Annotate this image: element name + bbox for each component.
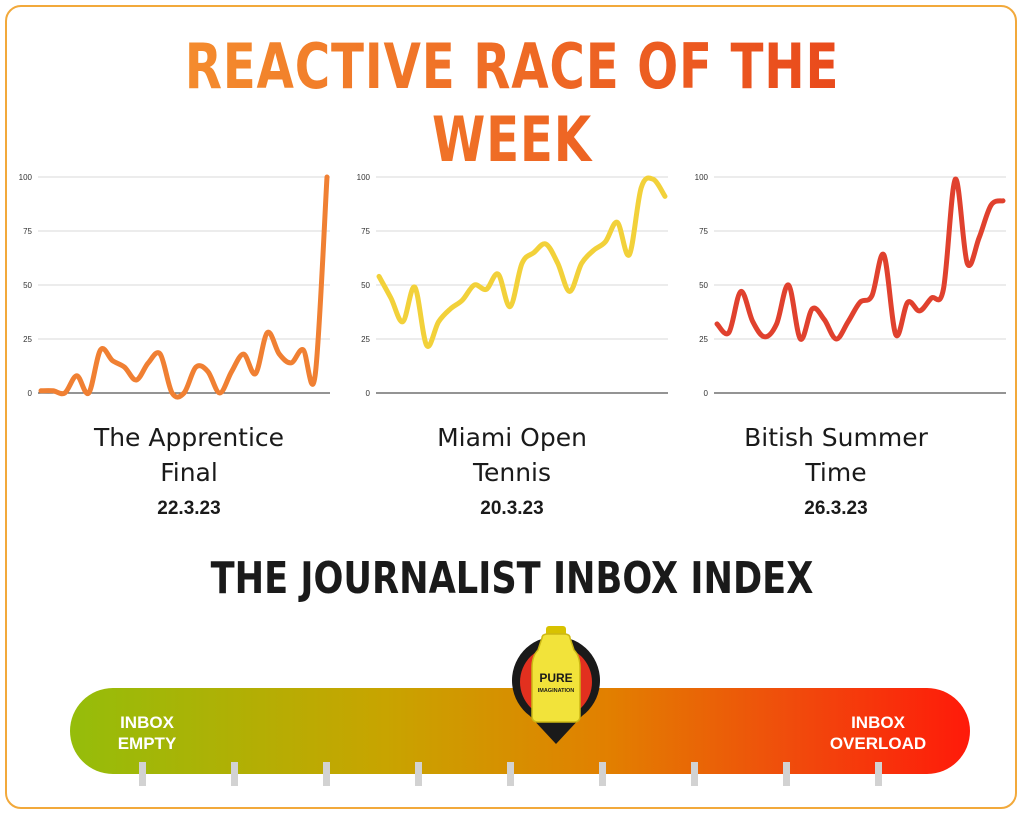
gauge-tick: [507, 762, 514, 786]
inbox-empty-label-line: EMPTY: [117, 734, 177, 753]
y-tick-label: 0: [366, 389, 371, 398]
chart-caption: Bitish Summer Time 26.3.23: [676, 420, 996, 520]
line-chart: 0 25 50 75 100: [19, 173, 330, 400]
y-tick-label: 0: [704, 389, 709, 398]
line-chart: 0 25 50 75 100: [695, 173, 1006, 398]
series-line: [38, 174, 330, 400]
gauge-tick: [323, 762, 330, 786]
index-title: THE JOURNALIST INBOX INDEX: [210, 553, 814, 604]
inbox-empty-label-line: INBOX: [120, 713, 174, 732]
juice-bottle-icon: [531, 633, 581, 723]
gauge-marker-pin: PURE IMAGINATION: [512, 626, 600, 744]
chart-name-line: The Apprentice: [93, 423, 285, 452]
chart-name-line: Time: [805, 458, 867, 487]
inbox-overload-label: INBOX OVERLOAD: [818, 712, 938, 754]
gauge-tick: [783, 762, 790, 786]
chart-caption: Miami Open Tennis 20.3.23: [352, 420, 672, 520]
y-tick-label: 75: [361, 227, 370, 236]
chart-name-line: Tennis: [472, 458, 552, 487]
y-tick-label: 100: [695, 173, 709, 182]
y-tick-label: 100: [19, 173, 33, 182]
gauge-tick: [691, 762, 698, 786]
chart-british-summer-time: 0 25 50 75 100: [676, 160, 1006, 410]
series-line: [714, 176, 1006, 342]
bottle-brand: PURE: [539, 671, 572, 685]
gauge-tick: [599, 762, 606, 786]
y-tick-label: 50: [699, 281, 708, 290]
inbox-overload-label-line: INBOX: [851, 713, 905, 732]
gauge-tick: [139, 762, 146, 786]
card-frame: [5, 5, 1017, 809]
y-tick-label: 50: [23, 281, 32, 290]
y-tick-label: 100: [357, 173, 371, 182]
gauge-tick: [231, 762, 238, 786]
chart-name-line: Miami Open: [437, 423, 587, 452]
y-tick-label: 75: [699, 227, 708, 236]
page-title: REACTIVE RACE OF THE WEEK: [113, 30, 912, 176]
chart-caption: The Apprentice Final 22.3.23: [29, 420, 349, 520]
y-tick-label: 25: [699, 335, 708, 344]
y-tick-label: 75: [23, 227, 32, 236]
chart-date: 20.3.23: [480, 498, 544, 519]
chart-date: 22.3.23: [157, 498, 221, 519]
chart-apprentice: 0 25 50 75 100: [0, 160, 330, 410]
y-tick-label: 25: [23, 335, 32, 344]
bottle-subbrand: IMAGINATION: [538, 688, 575, 694]
chart-name-line: Bitish Summer: [744, 423, 928, 452]
series-line: [376, 175, 668, 349]
chart-date: 26.3.23: [804, 498, 868, 519]
chart-miami-open: 0 25 50 75 100: [338, 160, 668, 410]
chart-name-line: Final: [160, 458, 218, 487]
y-tick-label: 50: [361, 281, 370, 290]
inbox-overload-label-line: OVERLOAD: [829, 734, 927, 753]
gauge-tick: [875, 762, 882, 786]
y-tick-label: 0: [28, 389, 33, 398]
inbox-empty-label: INBOX EMPTY: [107, 712, 187, 754]
y-tick-label: 25: [361, 335, 370, 344]
line-chart: 0 25 50 75 100: [357, 173, 668, 398]
gauge-tick: [415, 762, 422, 786]
